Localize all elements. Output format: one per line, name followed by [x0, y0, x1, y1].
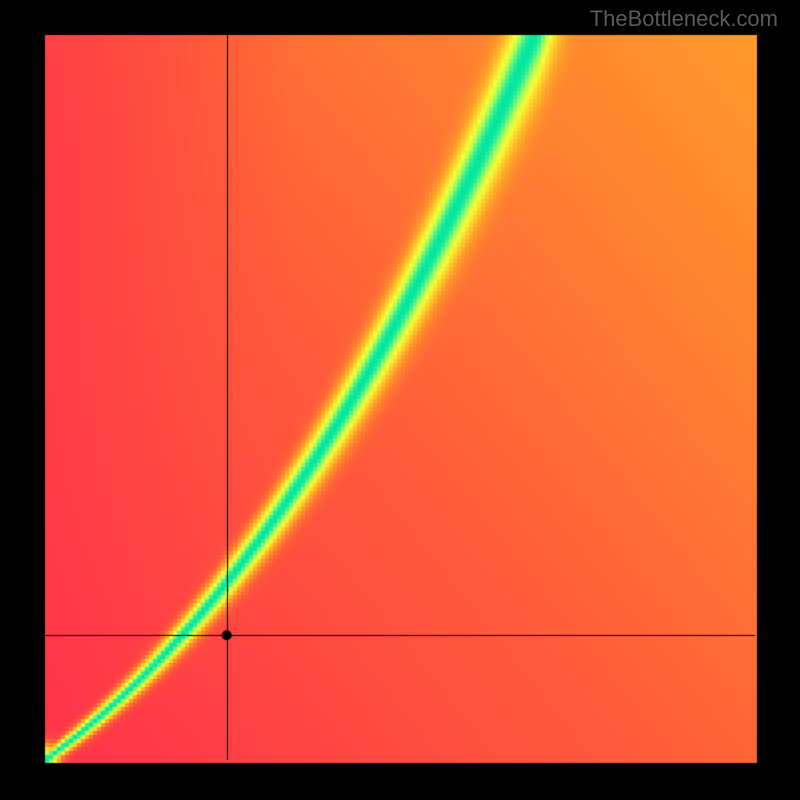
watermark-text: TheBottleneck.com — [590, 6, 778, 32]
chart-container: TheBottleneck.com — [0, 0, 800, 800]
bottleneck-heatmap-canvas — [0, 0, 800, 800]
